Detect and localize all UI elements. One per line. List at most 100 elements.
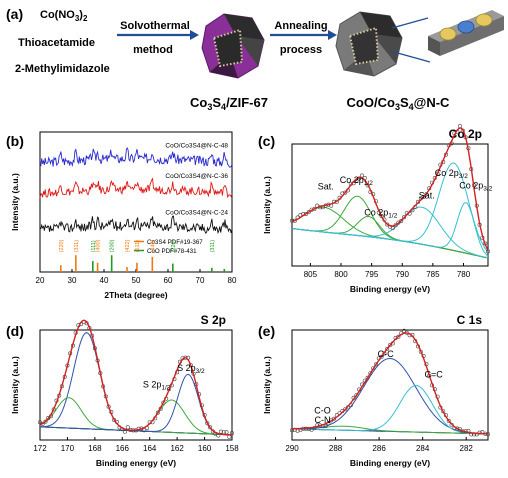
- raw-data-point: [401, 328, 406, 333]
- raw-data-point: [227, 434, 232, 439]
- step-annealing-label: Annealing: [274, 20, 327, 32]
- raw-data-point: [446, 418, 451, 423]
- background-curve: [291, 228, 489, 259]
- hkl-label: (422): [125, 239, 131, 252]
- x-tick-label: 785: [426, 270, 440, 279]
- raw-data-point: [421, 195, 426, 200]
- hkl-label: (311): [210, 240, 216, 253]
- step-annealing-label-2: process: [280, 44, 322, 56]
- xrd-series-line: [39, 177, 233, 198]
- x-tick-label: 172: [33, 444, 47, 453]
- particle-gold: [475, 13, 493, 27]
- raw-data-point: [43, 419, 48, 424]
- annotation-subscript: 3/2: [459, 173, 468, 180]
- hkl-label: (440): [150, 239, 156, 252]
- plot-frame: [291, 329, 489, 441]
- xrd-series-line: [39, 147, 233, 168]
- x-tick-label: 40: [100, 276, 109, 285]
- raw-data-point: [396, 334, 401, 339]
- coo-co3s4-nc-particle: [335, 11, 403, 77]
- annotation-main: Co 2p: [459, 181, 483, 191]
- x-tick-label: 60: [164, 276, 173, 285]
- annotation-main: Co 2p: [435, 168, 459, 178]
- panel-title: S 2p: [201, 313, 226, 327]
- y-axis-label: Intensity (a.u.): [10, 356, 20, 414]
- arrow-1-head: [190, 30, 199, 40]
- particle-gold: [439, 27, 457, 41]
- x-tick-label: 288: [329, 444, 343, 453]
- x-axis-label: Binding energy (eV): [350, 284, 430, 294]
- raw-data-point: [343, 407, 348, 412]
- x-tick-label: 290: [285, 444, 299, 453]
- annotation-subscript: 3/2: [196, 368, 205, 375]
- annotation-main: Co 2p: [340, 175, 364, 185]
- x-tick-label: 80: [228, 276, 237, 285]
- peak-annotation: Co 2p1/2: [340, 175, 373, 187]
- zoom-line-top: [391, 17, 429, 29]
- x-axis-label: Binding energy (eV): [350, 458, 430, 468]
- annotation-subscript: 1/2: [161, 384, 170, 391]
- raw-data-point: [365, 375, 370, 380]
- annotation-main: S 2p: [143, 379, 162, 389]
- hkl-label: (200): [110, 239, 116, 252]
- annotation-main: Co 2p: [364, 208, 388, 218]
- peak-annotation: Co 2p3/2: [459, 181, 492, 193]
- raw-data-point: [303, 212, 308, 217]
- fit-component: [291, 202, 489, 257]
- step-solvothermal-label: Solvothermal: [120, 20, 190, 32]
- xrd-series-line: [39, 215, 233, 235]
- fit-component: [39, 373, 232, 436]
- hkl-label: (111): [91, 240, 97, 252]
- raw-data-point: [359, 173, 364, 178]
- fit-component: [291, 195, 489, 259]
- raw-data-point: [477, 430, 482, 435]
- raw-data-point: [142, 428, 147, 433]
- panel-a: (a) Co(NO3)2 Thioacetamide 2-Methylimida…: [6, 6, 504, 112]
- raw-data-point: [368, 371, 373, 376]
- x-tick-label: 284: [416, 444, 430, 453]
- series-label: CoO/Co3S4@N-C-24: [165, 210, 228, 217]
- product-1-label: Co3S4/ZIF-67: [190, 95, 268, 112]
- annotation-subscript: 1/2: [388, 213, 397, 220]
- peak-annotation: C=C: [424, 369, 443, 379]
- x-tick-label: 166: [116, 444, 130, 453]
- fit-total-curve: [39, 319, 232, 436]
- x-tick-label: 790: [396, 270, 410, 279]
- peak-annotation: S 2p3/2: [177, 363, 205, 375]
- raw-data-point: [331, 416, 336, 421]
- x-tick-label: 160: [198, 444, 212, 453]
- panel-d-s2p: (d) Binding energy (eV) Intensity (a.u.) S …: [6, 313, 239, 468]
- reagent-cobalt-nitrate: Co(NO3)2: [40, 9, 88, 23]
- raw-data-point: [125, 425, 130, 430]
- x-tick-label: 50: [132, 276, 141, 285]
- peak-annotation: C-C: [378, 349, 394, 359]
- x-tick-label: 282: [460, 444, 474, 453]
- peak-annotation: Sat.: [318, 182, 334, 192]
- x-tick-label: 158: [225, 444, 239, 453]
- panel-b-xrd: (b) 2Theta (degree) Intensity (a.u.) 20 30 40…: [6, 131, 237, 300]
- raw-data-point: [208, 425, 213, 430]
- raw-data-point: [373, 362, 378, 367]
- raw-data-point: [399, 219, 404, 224]
- panel-label: (c): [258, 133, 275, 149]
- series-label: CoO/Co3S4@N-C-48: [165, 142, 228, 149]
- raw-data-point: [401, 215, 406, 220]
- raw-data-point: [455, 426, 460, 431]
- arrow-2-head: [328, 30, 337, 40]
- x-tick-label: 168: [88, 444, 102, 453]
- y-axis-label: Intensity (a.u.): [262, 176, 272, 234]
- panel-label: (d): [6, 323, 24, 339]
- fit-component: [292, 425, 488, 435]
- hkl-label: (220): [171, 239, 177, 252]
- peak-annotation: Co 2p3/2: [435, 168, 468, 180]
- co3s4-zif67-particle: [201, 13, 265, 79]
- raw-data-point: [46, 415, 51, 420]
- raw-data-point: [155, 410, 160, 415]
- hkl-label: (511): [135, 240, 141, 253]
- raw-data-point: [385, 346, 390, 351]
- x-tick-label: 30: [68, 276, 77, 285]
- peak-annotation: C-O: [314, 406, 331, 416]
- annotation-subscript: 3/2: [483, 186, 492, 193]
- peak-annotation: C-N: [315, 415, 331, 425]
